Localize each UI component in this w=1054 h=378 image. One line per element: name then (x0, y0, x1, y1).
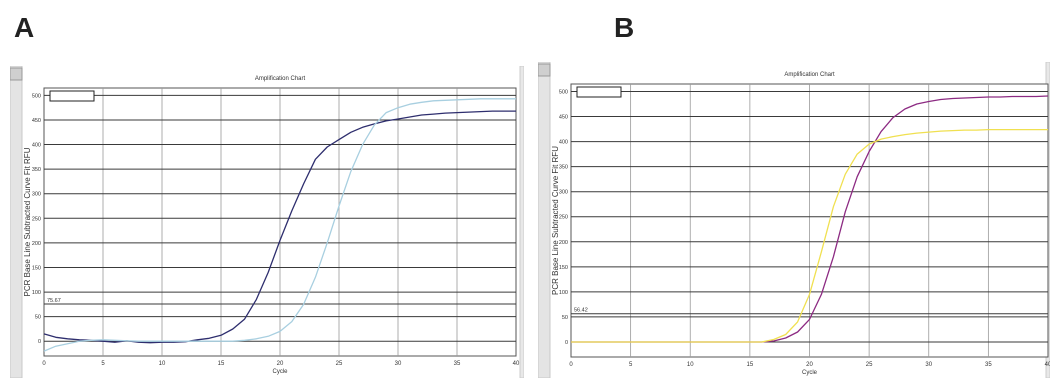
x-axis-label: Cycle (272, 369, 288, 375)
x-tick-label: 40 (1045, 362, 1050, 368)
x-tick-label: 15 (747, 362, 754, 368)
x-tick-label: 30 (925, 362, 932, 368)
y-tick-label: 300 (559, 190, 568, 196)
x-tick-label: 15 (218, 361, 225, 367)
x-tick-label: 25 (866, 362, 873, 368)
y-tick-label: 500 (559, 90, 568, 96)
left-scroll-strip (538, 62, 551, 378)
legend-box (49, 90, 95, 102)
scroll-arrow-icon (10, 67, 23, 81)
x-tick-label: 20 (277, 361, 284, 367)
legend-box (576, 86, 622, 98)
x-tick-label: 5 (101, 361, 105, 367)
x-tick-label: 5 (629, 362, 633, 368)
y-tick-label: 450 (559, 115, 568, 121)
y-tick-label: 150 (559, 265, 568, 271)
y-tick-label: 100 (32, 290, 41, 296)
y-tick-label: 350 (559, 165, 568, 171)
panel-label-b: B (614, 12, 635, 43)
right-edge-strip (519, 66, 524, 378)
y-tick-label: 450 (32, 118, 41, 124)
y-tick-label: 400 (32, 143, 41, 149)
x-tick-label: 25 (336, 361, 343, 367)
panel-label-a: A (14, 12, 35, 43)
y-tick-label: 50 (35, 315, 41, 321)
y-tick-label: 50 (562, 315, 568, 321)
x-tick-label: 35 (454, 361, 461, 367)
threshold-label: 75.67 (47, 298, 61, 304)
x-tick-label: 10 (159, 361, 166, 367)
y-tick-label: 250 (32, 216, 41, 222)
y-tick-label: 100 (559, 290, 568, 296)
chart-title: Amplification Chart (784, 72, 835, 78)
y-tick-label: 250 (559, 215, 568, 221)
series-line (43, 98, 516, 352)
y-tick-label: 500 (32, 93, 41, 99)
y-tick-label: 0 (38, 339, 41, 345)
x-tick-label: 20 (806, 362, 813, 368)
y-tick-label: 200 (559, 240, 568, 246)
threshold-label: 56.42 (574, 308, 588, 314)
x-tick-label: 0 (42, 361, 46, 367)
x-axis-label: Cycle (802, 370, 818, 376)
y-tick-label: 0 (565, 340, 568, 346)
x-tick-label: 10 (687, 362, 694, 368)
y-tick-label: 200 (32, 241, 41, 247)
x-tick-label: 40 (513, 361, 520, 367)
x-tick-label: 35 (985, 362, 992, 368)
x-tick-label: 0 (569, 362, 573, 368)
scroll-arrow-icon (538, 63, 551, 77)
x-tick-label: 30 (395, 361, 402, 367)
y-axis-label: PCR Base Line Subtracted Curve Fit RFU (551, 146, 560, 295)
chart-title: Amplification Chart (255, 76, 306, 82)
y-tick-label: 300 (32, 192, 41, 198)
left-scroll-strip (10, 66, 23, 378)
y-axis-label: PCR Base Line Subtracted Curve Fit RFU (23, 147, 32, 296)
series-line (571, 128, 1048, 343)
y-tick-label: 350 (32, 167, 41, 173)
y-tick-label: 150 (32, 265, 41, 271)
y-tick-label: 400 (559, 140, 568, 146)
